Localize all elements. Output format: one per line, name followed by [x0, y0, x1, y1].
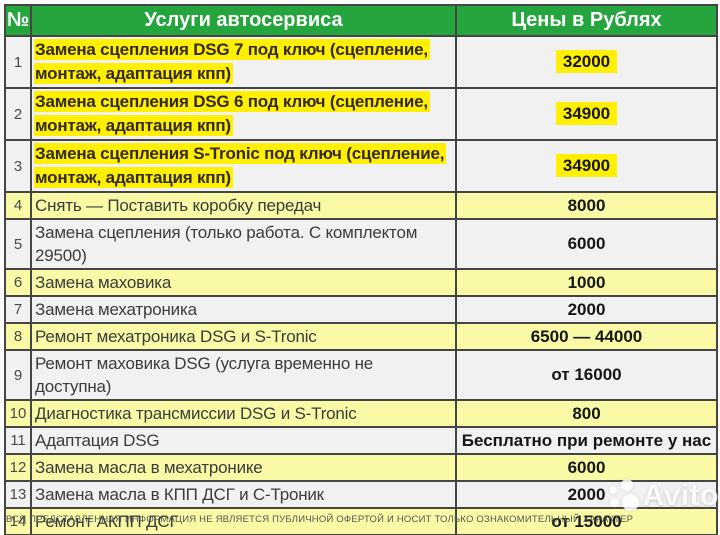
table-row: 13 Замена масла в КПП ДСГ и С-Троник 200…: [4, 480, 718, 509]
price-value: 1000: [567, 272, 606, 292]
row-number: 3: [4, 139, 32, 193]
price-cell: 6000: [455, 453, 718, 482]
row-number: 13: [4, 480, 32, 509]
price-value: 2000: [567, 484, 606, 504]
price-value: от 15000: [551, 511, 622, 531]
row-number: 7: [4, 295, 32, 324]
service-name: Ремонт мехатроника DSG и S-Tronic: [35, 327, 317, 346]
service-cell: Диагностика трансмиссии DSG и S-Tronic: [30, 399, 457, 428]
price-cell: 34900: [455, 87, 718, 141]
table-row: 5 Замена сцепления (только работа. С ком…: [4, 218, 718, 270]
row-number: 12: [4, 453, 32, 482]
price-value: 34900: [555, 102, 618, 125]
price-value: от 16000: [551, 365, 622, 384]
service-name: Ремонт АКПП ДСГ: [35, 512, 179, 531]
price-cell: Бесплатно при ремонте у нас: [455, 426, 718, 455]
row-number: 11: [4, 426, 32, 455]
row-number: 10: [4, 399, 32, 428]
price-value: 2000: [567, 299, 606, 319]
service-cell: Ремонт АКПП ДСГ: [30, 507, 457, 535]
service-cell: Замена масла в мехатронике: [30, 453, 457, 482]
service-cell: Замена сцепления DSG 7 под ключ (сцеплен…: [30, 35, 457, 89]
service-name: Замена сцепления DSG 6 под ключ (сцеплен…: [34, 91, 430, 136]
price-cell: 8000: [455, 191, 718, 220]
service-cell: Ремонт мехатроника DSG и S-Tronic: [30, 322, 457, 351]
service-cell: Замена сцепления (только работа. С компл…: [30, 218, 457, 270]
price-value: Бесплатно при ремонте у нас: [461, 430, 712, 450]
row-number: 8: [4, 322, 32, 351]
table-row: 8 Ремонт мехатроника DSG и S-Tronic 6500…: [4, 322, 718, 351]
row-number: 6: [4, 268, 32, 297]
service-name: Замена мехатроника: [35, 300, 197, 319]
service-cell: Ремонт маховика DSG (услуга временно не …: [30, 349, 457, 401]
table-row: 14 Ремонт АКПП ДСГ от 15000: [4, 507, 718, 535]
price-value: 32000: [555, 50, 618, 73]
table-row: 2 Замена сцепления DSG 6 под ключ (сцепл…: [4, 87, 718, 141]
table-row: 7 Замена мехатроника 2000: [4, 295, 718, 324]
service-name: Замена сцепления (только работа. С компл…: [35, 223, 418, 265]
price-cell: 2000: [455, 295, 718, 324]
disclaimer-text: ВСЯ ПРЕДСТАВЛЕННАЯ ИНФОРМАЦИЯ НЕ ЯВЛЯЕТС…: [6, 514, 634, 525]
price-cell: от 15000: [455, 507, 718, 535]
row-number: 2: [4, 87, 32, 141]
price-cell: от 16000: [455, 349, 718, 401]
table-row: 10 Диагностика трансмиссии DSG и S-Troni…: [4, 399, 718, 428]
price-cell: 34900: [455, 139, 718, 193]
service-cell: Замена мехатроника: [30, 295, 457, 324]
price-cell: 1000: [455, 268, 718, 297]
price-table: № Услуги автосервиса Цены в Рублях 1 Зам…: [4, 4, 718, 535]
price-value: 6000: [567, 457, 606, 477]
price-cell: 2000: [455, 480, 718, 509]
table-row: 6 Замена маховика 1000: [4, 268, 718, 297]
service-name: Замена маховика: [35, 273, 172, 292]
price-table-header: № Услуги автосервиса Цены в Рублях: [4, 4, 718, 37]
price-value: 8000: [567, 195, 606, 215]
price-value: 800: [572, 403, 601, 423]
header-number-column: №: [4, 4, 32, 37]
service-cell: Замена масла в КПП ДСГ и С-Троник: [30, 480, 457, 509]
table-row: 4 Снять — Поставить коробку передач 8000: [4, 191, 718, 220]
header-services-column: Услуги автосервиса: [30, 4, 457, 37]
service-name: Диагностика трансмиссии DSG и S-Tronic: [35, 404, 357, 423]
header-row: № Услуги автосервиса Цены в Рублях: [4, 4, 718, 37]
service-name: Замена сцепления DSG 7 под ключ (сцеплен…: [34, 39, 430, 84]
price-cell: 6500 — 44000: [455, 322, 718, 351]
service-name: Снять — Поставить коробку передач: [35, 196, 322, 215]
table-row: 12 Замена масла в мехатронике 6000: [4, 453, 718, 482]
service-name: Ремонт маховика DSG (услуга временно не …: [35, 354, 374, 396]
table-row: 9 Ремонт маховика DSG (услуга временно н…: [4, 349, 718, 401]
service-cell: Замена сцепления S-Tronic под ключ (сцеп…: [30, 139, 457, 193]
price-cell: 6000: [455, 218, 718, 270]
table-row: 3 Замена сцепления S-Tronic под ключ (сц…: [4, 139, 718, 193]
service-name: Замена масла в мехатронике: [35, 458, 263, 477]
service-name: Адаптация DSG: [35, 431, 160, 450]
price-value: 6500 — 44000: [530, 326, 643, 346]
price-table-body: 1 Замена сцепления DSG 7 под ключ (сцепл…: [4, 35, 718, 535]
row-number: 4: [4, 191, 32, 220]
price-cell: 800: [455, 399, 718, 428]
service-cell: Замена сцепления DSG 6 под ключ (сцеплен…: [30, 87, 457, 141]
service-name: Замена сцепления S-Tronic под ключ (сцеп…: [34, 143, 447, 188]
price-value: 6000: [567, 234, 606, 253]
service-cell: Снять — Поставить коробку передач: [30, 191, 457, 220]
row-number: 5: [4, 218, 32, 270]
header-prices-column: Цены в Рублях: [455, 4, 718, 37]
table-row: 1 Замена сцепления DSG 7 под ключ (сцепл…: [4, 35, 718, 89]
row-number: 1: [4, 35, 32, 89]
table-row: 11 Адаптация DSG Бесплатно при ремонте у…: [4, 426, 718, 455]
price-cell: 32000: [455, 35, 718, 89]
service-cell: Адаптация DSG: [30, 426, 457, 455]
row-number: 9: [4, 349, 32, 401]
price-value: 34900: [555, 154, 618, 177]
service-name: Замена масла в КПП ДСГ и С-Троник: [35, 485, 324, 504]
row-number: 14: [4, 507, 32, 535]
service-cell: Замена маховика: [30, 268, 457, 297]
